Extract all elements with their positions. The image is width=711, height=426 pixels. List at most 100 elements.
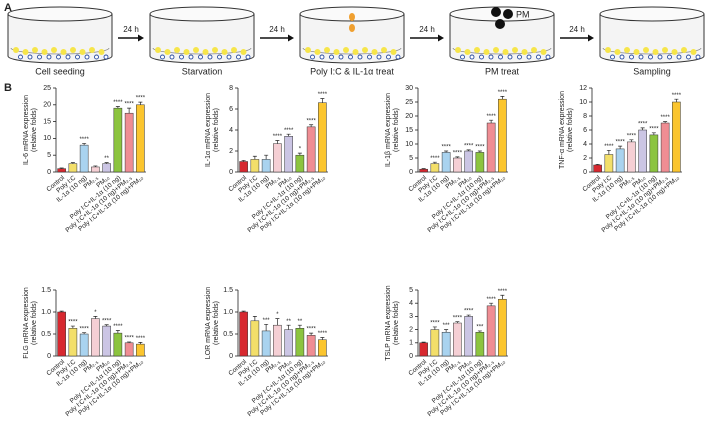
bar (295, 328, 305, 357)
significance: ** (104, 156, 109, 162)
bar (273, 143, 282, 173)
pm-label: PM (516, 9, 530, 19)
y-tick-label: 4 (229, 127, 233, 134)
bar (441, 152, 451, 173)
error-bar (59, 310, 64, 312)
bar (261, 330, 271, 357)
bar (672, 101, 681, 173)
y-tick-label: 6 (229, 106, 233, 113)
y-axis-label: LOR mRNA expression (205, 287, 212, 359)
error-bar (466, 149, 471, 151)
y-axis-label: (relative folds) (393, 301, 400, 345)
bar (68, 163, 78, 173)
cell (652, 49, 659, 55)
y-tick-label: 0 (229, 353, 233, 360)
bar (453, 322, 462, 357)
error-bar (444, 150, 449, 153)
bead (75, 54, 80, 60)
bead (245, 54, 251, 60)
bar (250, 159, 260, 173)
y-tick-label: 25 (43, 85, 51, 92)
significance: **** (136, 336, 146, 342)
cell (212, 47, 218, 53)
bead (56, 54, 61, 60)
bead (236, 54, 241, 60)
error-bar (500, 294, 505, 300)
significance: **** (441, 145, 451, 151)
bar (498, 98, 507, 173)
bead (638, 54, 644, 60)
bead (18, 54, 23, 60)
significance: **** (453, 315, 463, 321)
bar (124, 342, 134, 357)
significance: **** (475, 145, 485, 151)
bead (498, 54, 503, 60)
bead (84, 54, 90, 60)
bead (479, 54, 484, 60)
significance: * (299, 147, 302, 153)
error-bar (115, 330, 120, 334)
cell (41, 49, 48, 55)
error-bar (297, 152, 302, 156)
y-tick-label: 5 (47, 152, 51, 159)
significance: **** (136, 96, 146, 102)
cell (352, 49, 359, 55)
y-axis-label: (relative folds) (31, 301, 38, 345)
bead (395, 54, 401, 60)
bead (179, 54, 184, 60)
error-bar (455, 156, 460, 158)
error-bar (489, 119, 494, 123)
y-axis-label: IL-1α mRNA expression (205, 93, 212, 167)
y-tick-label: 3 (409, 313, 413, 320)
bead (629, 54, 634, 60)
error-bar (275, 140, 280, 144)
cell (164, 49, 171, 55)
bar (68, 328, 78, 357)
significance: ** (298, 319, 303, 325)
dish-rim (449, 6, 555, 22)
bead (386, 54, 391, 60)
significance: **** (68, 320, 78, 326)
y-tick-label: 4 (583, 141, 587, 148)
bar (486, 122, 496, 173)
cell (540, 49, 547, 55)
cell (521, 49, 528, 55)
error-bar (286, 324, 291, 330)
bar (453, 157, 462, 173)
bead (517, 54, 522, 60)
error-bar (320, 98, 325, 103)
bead (619, 54, 625, 60)
significance: **** (79, 326, 89, 332)
significance: **** (660, 115, 670, 121)
bead (469, 54, 475, 60)
bead (37, 54, 42, 60)
cell (32, 47, 38, 53)
cell (343, 47, 349, 53)
cell (89, 47, 95, 53)
step-label: Sampling (633, 66, 671, 76)
significance: **** (318, 92, 328, 98)
y-tick-label: 15 (405, 127, 413, 134)
step-label: Cell seeding (35, 66, 85, 76)
bar (284, 136, 293, 173)
error-bar (82, 332, 87, 334)
y-tick-label: 10 (405, 141, 413, 148)
bar (91, 318, 100, 357)
bar (430, 329, 440, 357)
cell (98, 49, 105, 55)
y-tick-label: 1 (409, 340, 413, 347)
dish-rim (149, 6, 255, 22)
bead (676, 54, 682, 60)
pm-particle (503, 9, 513, 19)
cell (183, 49, 190, 55)
error-bar (500, 96, 505, 100)
error-bar (309, 332, 314, 336)
bar (627, 141, 636, 173)
bead (610, 54, 615, 60)
cell (305, 47, 311, 53)
error-bar (421, 341, 426, 343)
dish (449, 6, 555, 64)
bar (239, 311, 248, 357)
bead (667, 54, 672, 60)
